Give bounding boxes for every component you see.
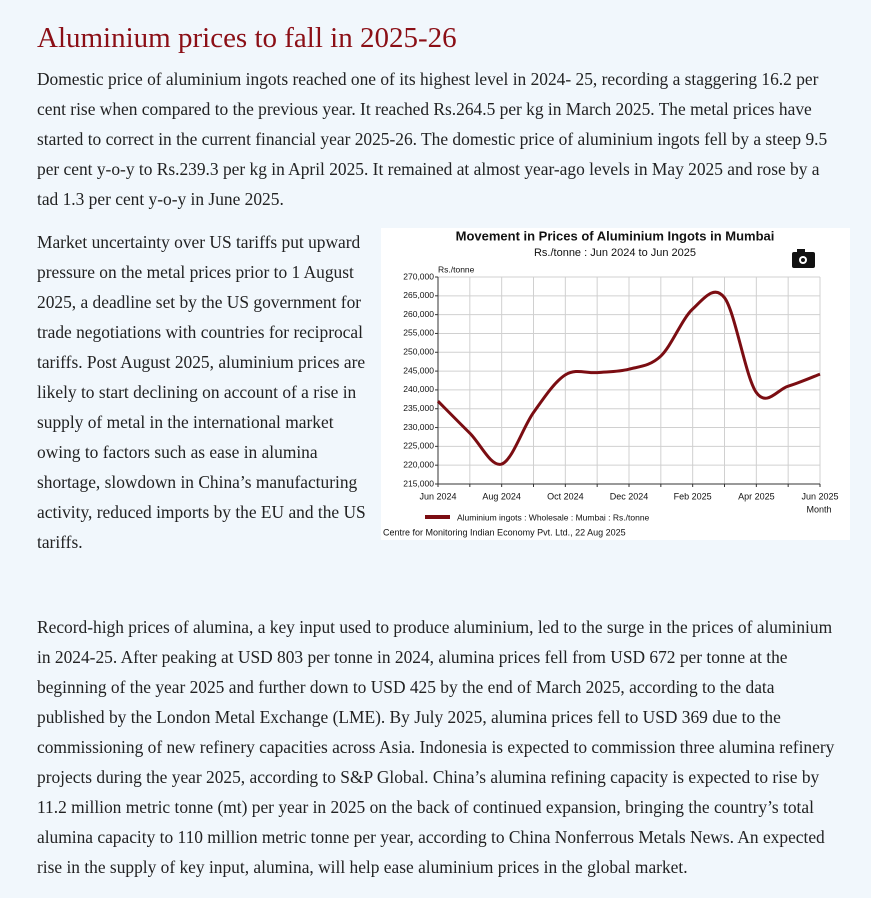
y-tick-label: 265,000: [403, 290, 434, 300]
source: Centre for Monitoring Indian Economy Pvt…: [383, 527, 626, 537]
y-tick-label: 230,000: [403, 422, 434, 432]
x-tick-label: Dec 2024: [610, 491, 649, 501]
paragraph: Market uncertainty over US tariffs put u…: [37, 232, 366, 552]
y-tick-label: 250,000: [403, 347, 434, 357]
x-tick-label: Jun 2024: [419, 491, 456, 501]
section: Movement in Prices of Aluminium Ingots i…: [37, 227, 850, 599]
paragraph: Domestic price of aluminium ingots reach…: [37, 69, 828, 209]
x-tick-label: Oct 2024: [547, 491, 584, 501]
y-tick-label: 270,000: [403, 271, 434, 281]
legend-label: Aluminium ingots : Wholesale : Mumbai : …: [457, 512, 650, 522]
x-tick-label: Feb 2025: [674, 491, 712, 501]
y-tick-label: 245,000: [403, 365, 434, 375]
y-tick-label: 215,000: [403, 478, 434, 488]
chart-subtitle: Rs./tonne : Jun 2024 to Jun 2025: [534, 247, 696, 259]
camera-icon[interactable]: [792, 249, 815, 268]
paragraph: Record-high prices of alumina, a key inp…: [37, 617, 835, 877]
y-tick-label: 255,000: [403, 328, 434, 338]
y-tick-label: 240,000: [403, 384, 434, 394]
y-tick-label: 260,000: [403, 309, 434, 319]
x-tick-label: Jun 2025: [801, 491, 838, 501]
article-title: Aluminium prices to fall in 2025-26: [37, 22, 457, 54]
y-axis-label: Rs./tonne: [438, 264, 475, 274]
x-tick-label: Aug 2024: [482, 491, 521, 501]
x-tick-label: Apr 2025: [738, 491, 775, 501]
chart-box: Movement in Prices of Aluminium Ingots i…: [381, 228, 850, 540]
chart-title: Movement in Prices of Aluminium Ingots i…: [456, 228, 775, 243]
line-series: [436, 290, 821, 466]
article: Aluminium prices to fall in 2025-26 Dome…: [37, 18, 850, 882]
y-tick-label: 235,000: [403, 403, 434, 413]
x-axis-label: Month: [806, 504, 831, 514]
y-tick-label: 220,000: [403, 459, 434, 469]
y-tick-label: 225,000: [403, 441, 434, 451]
chart: Movement in Prices of Aluminium Ingots i…: [383, 228, 839, 537]
